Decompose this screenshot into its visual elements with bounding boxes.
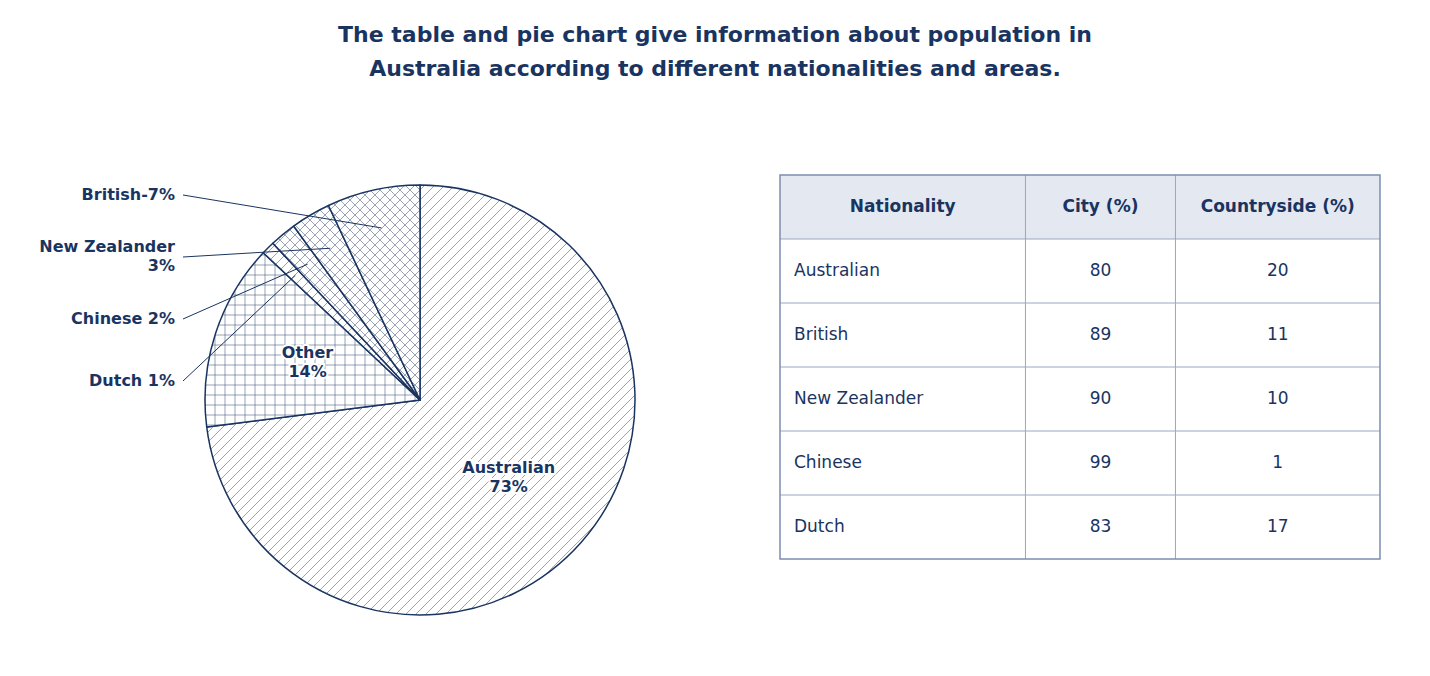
table-cell: 83 [1090, 516, 1112, 536]
table-cell: Dutch [794, 516, 845, 536]
table-cell: 80 [1090, 260, 1112, 280]
leader-line [183, 275, 295, 381]
table-cell: Australian [794, 260, 880, 280]
table-cell: 99 [1090, 452, 1112, 472]
table-cell: Chinese [794, 452, 862, 472]
table-cell: 20 [1267, 260, 1289, 280]
data-label: Australian73% [462, 458, 555, 496]
table-border [780, 175, 1380, 559]
table-header-bg [780, 175, 1380, 239]
table-header: City (%) [1062, 196, 1138, 216]
table-cell: 1 [1272, 452, 1283, 472]
table: Nationality City (%) Countryside (%) Austra… [780, 175, 1380, 559]
table-header: Nationality [850, 196, 956, 216]
data-label: New Zealander3% [39, 237, 175, 275]
table-row-line [780, 239, 1380, 240]
table-cell: 90 [1090, 388, 1112, 408]
table-cell: 89 [1090, 324, 1112, 344]
table-cell: 17 [1267, 516, 1289, 536]
data-label: Chinese 2% [71, 309, 175, 328]
table-col-line [1175, 175, 1176, 559]
table-header: Countryside (%) [1201, 196, 1355, 216]
table-cell: 10 [1267, 388, 1289, 408]
data-label: Dutch 1% [89, 371, 175, 390]
table-col-line [1025, 175, 1026, 559]
pie-slice [328, 185, 420, 400]
chart-svg: The table and pie chart give information… [0, 0, 1430, 676]
pie [205, 185, 635, 615]
title: The table and pie chart give information… [338, 22, 1092, 47]
leader-line [183, 248, 330, 257]
table-row-line [780, 367, 1380, 368]
title-group: The table and pie chart give information… [338, 22, 1092, 81]
subtitle: Australia according to different nationa… [369, 56, 1061, 81]
table-cell: New Zealander [794, 388, 923, 408]
table-row-line [780, 431, 1380, 432]
pie-labels: Australian73% Other14% British-7% New Zeala… [39, 185, 555, 497]
table-row-line [780, 303, 1380, 304]
table-cell: British [794, 324, 848, 344]
data-label: British-7% [82, 185, 175, 204]
chart-root: The table and pie chart give information… [0, 0, 1430, 676]
table-cell: 11 [1267, 324, 1289, 344]
leader-line [183, 264, 308, 319]
data-label: Other14% [282, 343, 333, 381]
leader-line [183, 195, 382, 228]
table-row-line [780, 495, 1380, 496]
